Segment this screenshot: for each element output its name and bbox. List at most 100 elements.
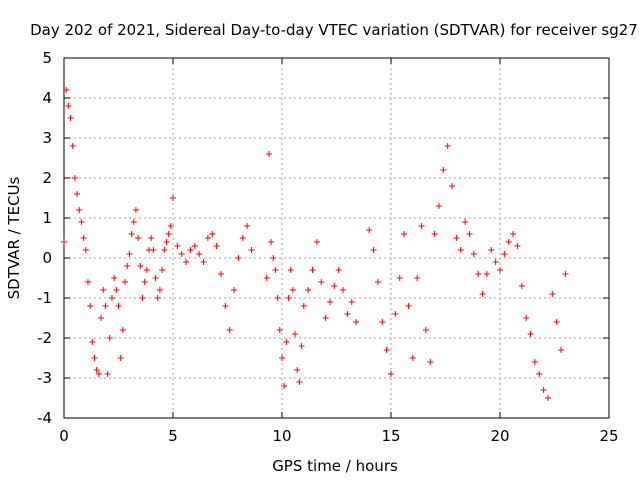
data-series bbox=[61, 87, 569, 401]
data-point bbox=[335, 267, 342, 273]
data-point bbox=[102, 303, 109, 309]
data-point bbox=[279, 355, 285, 361]
data-point bbox=[374, 279, 381, 285]
chart-title: Day 202 of 2021, Sidereal Day-to-day VTE… bbox=[30, 21, 638, 39]
data-point bbox=[248, 247, 255, 253]
data-point bbox=[139, 295, 146, 301]
data-point bbox=[78, 219, 85, 225]
series-sdtvar-sg27 bbox=[61, 87, 569, 401]
data-point bbox=[514, 243, 521, 249]
data-point bbox=[296, 379, 303, 385]
data-point bbox=[492, 259, 499, 265]
data-point bbox=[326, 299, 333, 305]
data-point bbox=[141, 279, 148, 285]
data-point bbox=[209, 231, 216, 237]
y-tick-label: -3 bbox=[37, 369, 52, 387]
data-point bbox=[285, 295, 292, 301]
data-point bbox=[440, 167, 447, 173]
data-point bbox=[518, 283, 525, 289]
data-point bbox=[106, 335, 113, 341]
data-point bbox=[479, 291, 486, 297]
data-point bbox=[309, 267, 316, 273]
data-point bbox=[562, 271, 569, 277]
data-point bbox=[148, 235, 155, 241]
data-point bbox=[383, 347, 390, 353]
data-point bbox=[174, 243, 181, 249]
data-point bbox=[170, 195, 176, 201]
x-tick-label: 5 bbox=[168, 427, 178, 445]
data-point bbox=[98, 315, 105, 321]
data-point bbox=[294, 367, 301, 373]
data-point bbox=[69, 143, 76, 149]
data-point bbox=[289, 287, 296, 293]
data-point bbox=[405, 303, 412, 309]
data-point bbox=[235, 255, 242, 261]
data-point bbox=[536, 371, 543, 377]
data-point bbox=[401, 231, 408, 237]
data-point bbox=[353, 319, 360, 325]
data-point bbox=[409, 355, 416, 361]
data-point bbox=[422, 327, 429, 333]
data-point bbox=[137, 263, 144, 269]
data-point bbox=[544, 395, 551, 401]
data-point bbox=[239, 235, 246, 241]
data-point bbox=[135, 235, 142, 241]
data-point bbox=[95, 371, 102, 377]
data-point bbox=[553, 319, 560, 325]
data-point bbox=[510, 231, 517, 237]
data-point bbox=[449, 183, 456, 189]
data-point bbox=[457, 247, 464, 253]
x-tick-label: 15 bbox=[381, 427, 400, 445]
data-point bbox=[272, 267, 279, 273]
data-point bbox=[318, 279, 325, 285]
data-point bbox=[475, 271, 482, 277]
data-point bbox=[488, 247, 495, 253]
y-tick-label: -2 bbox=[37, 329, 52, 347]
data-point bbox=[126, 251, 133, 257]
data-point bbox=[130, 219, 137, 225]
data-point bbox=[244, 223, 251, 229]
data-point bbox=[67, 115, 74, 121]
x-tick-label: 10 bbox=[272, 427, 291, 445]
data-point bbox=[388, 371, 394, 377]
data-point bbox=[187, 247, 194, 253]
data-point bbox=[392, 311, 399, 317]
data-point bbox=[483, 271, 490, 277]
data-point bbox=[119, 327, 126, 333]
data-point bbox=[196, 251, 203, 257]
data-point bbox=[523, 315, 530, 321]
data-point bbox=[414, 275, 421, 281]
data-point bbox=[165, 231, 172, 237]
plot-frame bbox=[63, 57, 610, 419]
data-point bbox=[292, 331, 299, 337]
data-point bbox=[154, 295, 161, 301]
data-point bbox=[124, 263, 131, 269]
data-point bbox=[276, 327, 283, 333]
data-point bbox=[379, 319, 386, 325]
data-point bbox=[431, 231, 438, 237]
data-point bbox=[128, 231, 135, 237]
data-point bbox=[549, 291, 556, 297]
data-point bbox=[418, 223, 425, 229]
data-point bbox=[370, 247, 377, 253]
data-point bbox=[152, 275, 159, 281]
data-point bbox=[163, 239, 170, 245]
data-point bbox=[167, 223, 174, 229]
y-tick-label: 0 bbox=[42, 249, 52, 267]
data-point bbox=[270, 255, 277, 261]
data-point bbox=[470, 251, 477, 257]
data-point bbox=[268, 239, 275, 245]
x-tick-label: 25 bbox=[599, 427, 618, 445]
y-tick-label: -4 bbox=[37, 409, 52, 427]
data-point bbox=[82, 247, 89, 253]
data-point bbox=[453, 235, 460, 241]
data-point bbox=[115, 303, 122, 309]
y-tick-label: 2 bbox=[42, 169, 52, 187]
data-point bbox=[65, 103, 72, 109]
data-point bbox=[122, 279, 129, 285]
data-point bbox=[89, 339, 96, 345]
data-point bbox=[558, 347, 565, 353]
plot-border bbox=[63, 57, 610, 419]
data-point bbox=[531, 359, 538, 365]
